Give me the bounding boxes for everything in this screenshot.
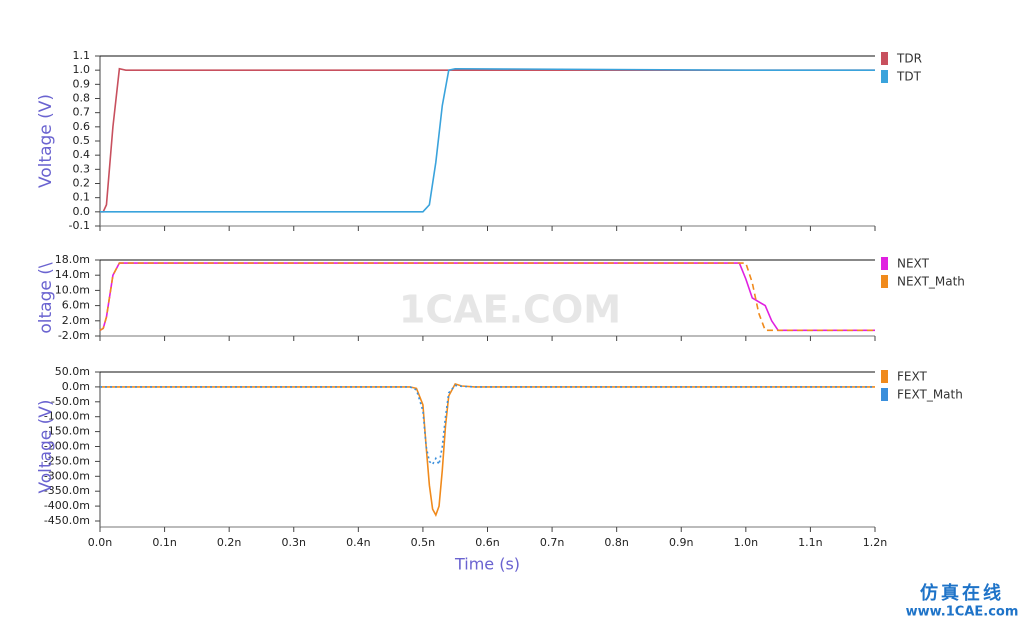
- y-tick-label: 0.0: [73, 205, 91, 218]
- x-tick-label: 0.3n: [282, 536, 306, 549]
- y-tick-label: 0.5: [73, 134, 91, 147]
- y-tick-label: 50.0m: [55, 365, 90, 378]
- y-tick-label: -350.0m: [44, 484, 90, 497]
- brand: 仿真在线: [920, 582, 1004, 604]
- legend-label: TDT: [896, 70, 922, 84]
- legend-label: NEXT: [897, 257, 930, 271]
- y-tick-label: 0.4: [73, 148, 91, 161]
- y-tick-label: 0.9: [73, 77, 91, 90]
- series-line: [99, 262, 875, 332]
- x-tick-label: 0.8n: [604, 536, 628, 549]
- y-axis-label: Voltage (V): [36, 399, 56, 493]
- y-tick-label: -0.1: [69, 219, 90, 232]
- x-tick-label: 0.0n: [88, 536, 112, 549]
- brand-url: www.1CAE.com: [906, 605, 1019, 620]
- y-tick-label: 0.2: [73, 177, 91, 190]
- y-axis-label: Voltage (V): [36, 94, 56, 188]
- y-tick-label: -400.0m: [44, 499, 90, 512]
- y-tick-label: 0.3: [73, 162, 91, 175]
- legend-label: TDR: [896, 52, 922, 66]
- y-tick-label: 0.1: [73, 191, 91, 204]
- y-tick-label: 2.0m: [62, 314, 90, 327]
- x-tick-label: 0.2n: [217, 536, 241, 549]
- x-tick-label: 0.7n: [540, 536, 564, 549]
- legend-swatch: [881, 388, 888, 401]
- y-tick-label: 10.0m: [55, 283, 90, 296]
- y-tick-label: -150.0m: [44, 425, 90, 438]
- y-tick-label: -450.0m: [44, 514, 90, 527]
- y-tick-label: -250.0m: [44, 454, 90, 467]
- y-tick-label: 1.0: [73, 63, 91, 76]
- series-line: [100, 67, 875, 213]
- y-tick-label: -300.0m: [44, 469, 90, 482]
- x-axis-label: Time (s): [454, 555, 520, 574]
- x-tick-label: 0.5n: [411, 536, 435, 549]
- legend-label: FEXT_Math: [897, 388, 963, 402]
- y-tick-label: -200.0m: [44, 440, 90, 453]
- x-tick-label: 0.6n: [475, 536, 499, 549]
- series-line: [100, 382, 875, 517]
- y-tick-label: 18.0m: [55, 253, 90, 266]
- y-tick-label: 6.0m: [62, 299, 90, 312]
- x-tick-label: 0.4n: [346, 536, 370, 549]
- y-tick-label: 0.8: [73, 92, 91, 105]
- legend-swatch: [881, 70, 888, 83]
- legend-swatch: [881, 257, 888, 270]
- y-tick-label: 0.7: [73, 106, 91, 119]
- y-tick-label: 14.0m: [55, 268, 90, 281]
- x-tick-label: 1.1n: [798, 536, 822, 549]
- legend-label: FEXT: [897, 370, 927, 384]
- legend-swatch: [881, 275, 888, 288]
- y-tick-label: 0.0m: [62, 380, 90, 393]
- y-tick-label: 1.1: [73, 49, 91, 62]
- legend-swatch: [881, 52, 888, 65]
- watermark: 1CAE.COM: [399, 288, 621, 332]
- x-tick-label: 1.0n: [734, 536, 758, 549]
- x-tick-label: 0.9n: [669, 536, 693, 549]
- legend-label: NEXT_Math: [897, 275, 965, 289]
- x-tick-label: 0.1n: [152, 536, 176, 549]
- x-tick-label: 1.2n: [863, 536, 887, 549]
- y-tick-label: -50.0m: [51, 395, 90, 408]
- legend-swatch: [881, 370, 888, 383]
- y-axis-label: oltage (\: [36, 262, 56, 333]
- y-tick-label: -2.0m: [58, 329, 90, 342]
- y-tick-label: 0.6: [73, 120, 91, 133]
- y-tick-label: -100.0m: [44, 410, 90, 423]
